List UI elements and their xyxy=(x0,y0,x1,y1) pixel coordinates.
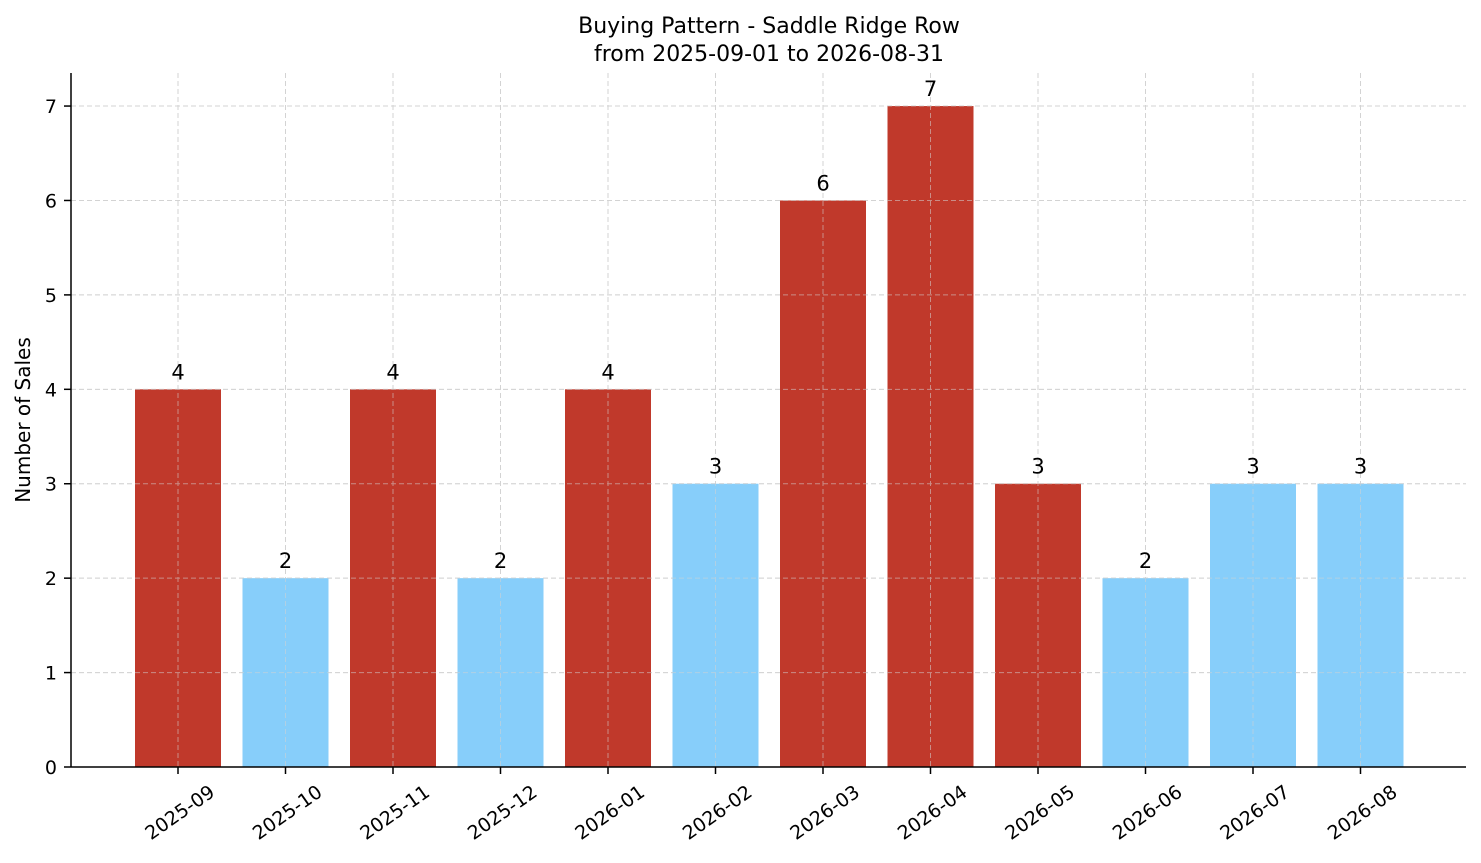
y-tick-label: 7 xyxy=(45,96,57,118)
x-tick-label: 2026-05 xyxy=(1001,781,1079,845)
bar-value-label: 3 xyxy=(1354,455,1367,479)
x-tick-label: 2025-10 xyxy=(249,781,327,845)
chart-subtitle: from 2025-09-01 to 2026-08-31 xyxy=(594,42,944,67)
bar-value-label: 3 xyxy=(1246,455,1259,479)
chart-title: Buying Pattern - Saddle Ridge Row xyxy=(578,14,960,39)
x-tick-label: 2026-07 xyxy=(1216,781,1294,845)
grid-overlay xyxy=(71,73,1466,767)
y-tick-label: 6 xyxy=(45,190,57,212)
bar-value-label: 4 xyxy=(601,360,614,384)
y-tick-label: 4 xyxy=(45,379,57,401)
y-tick-label: 3 xyxy=(45,474,57,496)
y-tick-label: 2 xyxy=(45,568,57,590)
bar-value-label: 6 xyxy=(816,171,829,195)
axis-layer xyxy=(70,73,1466,768)
y-axis-label: Number of Sales xyxy=(11,337,35,503)
bar-value-label: 3 xyxy=(1031,455,1044,479)
y-tick-label: 0 xyxy=(45,757,57,779)
x-tick-label: 2026-02 xyxy=(679,781,757,845)
x-tick-label: 2025-11 xyxy=(356,781,434,845)
x-tick-label: 2026-03 xyxy=(786,781,864,845)
bar-value-label: 3 xyxy=(709,455,722,479)
y-tick-label: 5 xyxy=(45,285,57,307)
bar-value-label: 4 xyxy=(171,360,184,384)
x-tick-label: 2026-01 xyxy=(571,781,649,845)
bar-layer xyxy=(135,106,1404,768)
bar-value-label: 2 xyxy=(279,549,292,573)
x-tick-label: 2026-04 xyxy=(894,781,972,845)
x-tick-label: 2025-12 xyxy=(464,781,542,845)
bar-value-label: 7 xyxy=(924,77,937,101)
y-tick-label: 1 xyxy=(45,663,57,685)
bar-value-label: 2 xyxy=(494,549,507,573)
x-tick-label: 2025-09 xyxy=(141,781,219,845)
x-tick-label: 2026-08 xyxy=(1324,781,1402,845)
value-label-layer: 4 2 4 2 4 3 6 7 3 2 3 3 xyxy=(171,77,1367,573)
bar-value-label: 2 xyxy=(1139,549,1152,573)
x-tick-label: 2026-06 xyxy=(1109,781,1187,845)
bar-value-label: 4 xyxy=(386,360,399,384)
